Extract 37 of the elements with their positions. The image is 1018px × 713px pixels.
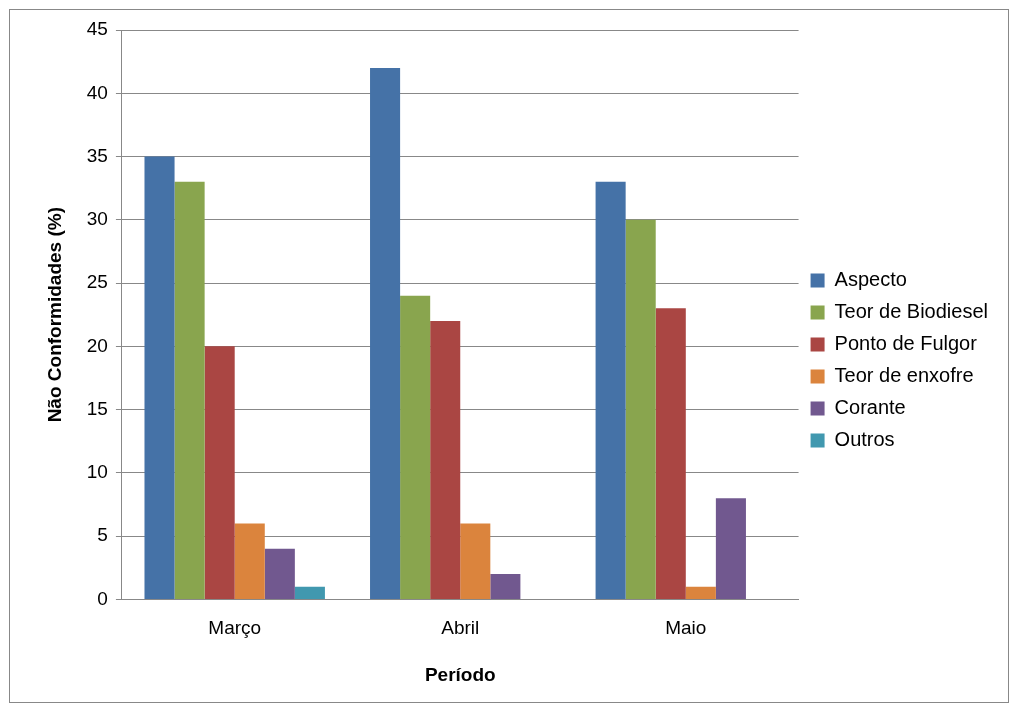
bar: [264, 548, 295, 599]
y-tick-label: 5: [97, 524, 108, 546]
legend-label: Teor de Biodiesel: [834, 300, 989, 323]
x-axis-title: Período: [424, 663, 496, 685]
bar: [715, 498, 746, 599]
y-tick-label: 25: [86, 271, 108, 293]
bar: [595, 181, 626, 599]
y-tick-label: 20: [86, 334, 108, 356]
legend-label: Corante: [834, 396, 906, 419]
bar: [400, 295, 431, 599]
bar: [174, 181, 205, 599]
bar: [204, 346, 235, 599]
y-tick-label: 40: [86, 81, 108, 103]
legend-label: Outros: [834, 428, 895, 451]
bar: [294, 586, 325, 599]
bar: [625, 219, 656, 599]
bar: [430, 321, 461, 599]
bar: [490, 574, 521, 599]
legend-label: Teor de enxofre: [834, 364, 974, 387]
y-axis-title: Não Conformidades (%): [43, 207, 65, 423]
x-tick-label: Março: [208, 617, 262, 639]
y-tick-label: 45: [86, 18, 108, 40]
bar: [144, 156, 175, 599]
bar: [460, 523, 491, 599]
bar: [685, 586, 716, 599]
x-tick-label: Maio: [665, 617, 707, 639]
bar: [655, 308, 686, 599]
bar: [234, 523, 265, 599]
x-tick-label: Abril: [441, 617, 480, 639]
y-tick-label: 10: [86, 461, 108, 483]
y-tick-label: 30: [86, 208, 108, 230]
y-tick-label: 35: [86, 144, 108, 166]
legend-label: Aspecto: [834, 268, 907, 291]
legend-label: Ponto de Fulgor: [834, 332, 978, 355]
bar: [370, 67, 401, 599]
y-tick-label: 15: [86, 397, 108, 419]
y-tick-label: 0: [97, 587, 108, 609]
